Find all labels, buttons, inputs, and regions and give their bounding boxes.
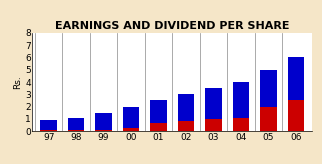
- Bar: [205, 88, 222, 131]
- Bar: [260, 70, 277, 131]
- Bar: [68, 130, 84, 131]
- Bar: [288, 57, 304, 131]
- Bar: [205, 119, 222, 131]
- Bar: [95, 130, 112, 131]
- Title: EARNINGS AND DIVIDEND PER SHARE: EARNINGS AND DIVIDEND PER SHARE: [55, 21, 289, 31]
- Bar: [95, 113, 112, 131]
- Bar: [123, 128, 139, 131]
- Y-axis label: Rs.: Rs.: [13, 75, 22, 89]
- Bar: [233, 82, 249, 131]
- Bar: [41, 120, 57, 131]
- Bar: [260, 107, 277, 131]
- Bar: [150, 100, 167, 131]
- Bar: [123, 107, 139, 131]
- Bar: [178, 121, 194, 131]
- Bar: [41, 130, 57, 131]
- Bar: [150, 123, 167, 131]
- Bar: [178, 94, 194, 131]
- Bar: [233, 118, 249, 131]
- Bar: [288, 100, 304, 131]
- Bar: [68, 118, 84, 131]
